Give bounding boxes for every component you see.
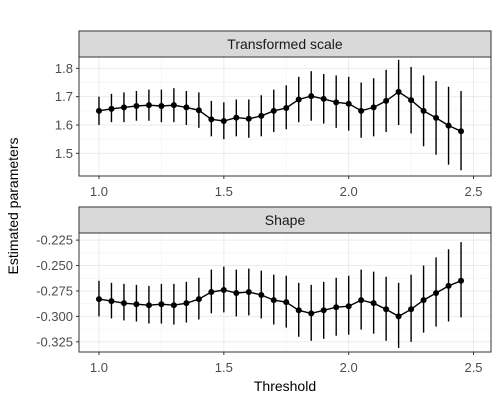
facet-strip-label: Transformed scale <box>227 36 343 52</box>
data-point <box>358 297 365 304</box>
data-point <box>220 118 227 125</box>
data-point <box>208 288 215 295</box>
data-point <box>308 93 315 100</box>
data-point <box>108 298 115 305</box>
data-point <box>433 290 440 297</box>
data-point <box>158 103 165 110</box>
data-point <box>408 97 415 104</box>
x-tick-label: 1.5 <box>215 360 233 375</box>
x-tick-label: 2.5 <box>464 184 482 199</box>
y-tick-label: 1.7 <box>55 89 73 104</box>
data-point <box>383 97 390 104</box>
x-axis-title: Threshold <box>254 378 316 394</box>
x-tick-label: 2.0 <box>340 360 358 375</box>
data-point <box>145 102 152 109</box>
data-point <box>320 307 327 314</box>
panel-border <box>78 232 492 353</box>
plot-background <box>79 57 491 176</box>
data-point <box>358 107 365 114</box>
y-tick-label: 1.5 <box>55 146 73 161</box>
data-point <box>333 99 340 106</box>
y-tick-label: 1.6 <box>55 118 73 133</box>
data-point <box>183 300 190 307</box>
data-point <box>458 277 465 284</box>
data-point <box>120 104 127 111</box>
data-point <box>320 95 327 102</box>
data-point <box>270 107 277 114</box>
y-tick-label: -0.225 <box>36 233 73 248</box>
data-point <box>108 105 115 112</box>
panel-border <box>78 56 492 177</box>
data-point <box>145 302 152 309</box>
data-point <box>245 288 252 295</box>
data-point <box>170 302 177 309</box>
data-point <box>370 300 377 307</box>
y-tick-label: 1.8 <box>55 61 73 76</box>
panels: Transformed scale 1.0 1.5 2.0 2.5 1.5 1.6 1.7 1.… <box>36 30 492 375</box>
data-point <box>420 107 427 114</box>
x-tick-label: 1.5 <box>215 184 233 199</box>
data-point <box>333 304 340 311</box>
facet-panel-2: Shape 1.0 1.5 2.0 2.5 -0.225 -0.250 -0.275 -0.30… <box>36 206 492 375</box>
x-tick-label: 2.5 <box>464 360 482 375</box>
data-point <box>383 306 390 313</box>
data-point <box>295 307 302 314</box>
data-point <box>133 301 140 308</box>
y-tick-label: -0.250 <box>36 258 73 273</box>
data-point <box>183 104 190 111</box>
data-point <box>233 290 240 297</box>
data-point <box>270 297 277 304</box>
data-point <box>95 107 102 114</box>
data-point <box>133 103 140 110</box>
data-point <box>308 310 315 317</box>
data-point <box>458 128 465 135</box>
facet-strip-label: Shape <box>265 212 306 228</box>
data-point <box>158 301 165 308</box>
facet-strip <box>78 30 492 58</box>
data-point <box>120 300 127 307</box>
x-tick-label: 1.0 <box>90 184 108 199</box>
x-tick-label: 1.0 <box>90 360 108 375</box>
data-point <box>370 104 377 111</box>
y-tick-label: -0.325 <box>36 334 73 349</box>
data-point <box>95 296 102 303</box>
facet-panel-1: Transformed scale 1.0 1.5 2.0 2.5 1.5 1.6 1.7 1.… <box>55 30 492 199</box>
data-point <box>395 88 402 95</box>
data-point <box>395 313 402 320</box>
data-point <box>258 292 265 299</box>
data-point <box>245 115 252 122</box>
data-point <box>220 286 227 293</box>
data-point <box>445 122 452 129</box>
data-point <box>295 96 302 103</box>
data-point <box>283 299 290 306</box>
data-point <box>170 102 177 109</box>
y-tick-label: -0.275 <box>36 283 73 298</box>
data-point <box>420 297 427 304</box>
data-point <box>408 306 415 313</box>
data-point <box>345 100 352 107</box>
data-point <box>195 296 202 303</box>
data-point <box>258 112 265 119</box>
y-axis-title: Estimated parameters <box>5 138 21 275</box>
data-point <box>345 303 352 310</box>
data-point <box>445 282 452 289</box>
data-point <box>208 116 215 123</box>
data-point <box>233 114 240 121</box>
data-point <box>433 114 440 121</box>
data-point <box>195 107 202 114</box>
plot-background <box>79 233 491 352</box>
y-tick-label: -0.300 <box>36 309 73 324</box>
data-point <box>283 105 290 111</box>
facet-strip <box>78 206 492 234</box>
x-tick-label: 2.0 <box>340 184 358 199</box>
